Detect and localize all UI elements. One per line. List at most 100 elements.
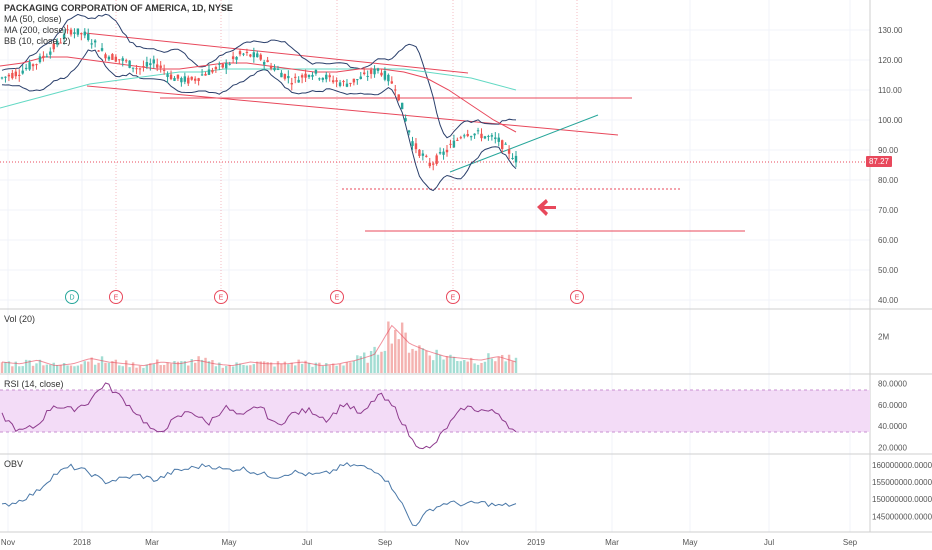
candle-body: [394, 89, 397, 91]
candle-body: [18, 74, 21, 76]
candle-body: [418, 149, 421, 156]
candle-body: [200, 74, 204, 76]
volume-bar: [369, 350, 373, 373]
volume-bar: [356, 355, 359, 373]
candle-body: [190, 76, 193, 80]
candle-body: [21, 70, 24, 74]
volume-bar: [49, 364, 52, 373]
event-label: E: [219, 295, 224, 302]
volume-bar: [387, 321, 390, 373]
volume-bar: [311, 366, 314, 373]
price-tick-label: 70.00: [878, 206, 899, 215]
candle-body: [211, 69, 214, 73]
candle-body: [314, 69, 318, 74]
candle-body: [359, 76, 362, 80]
candle-body: [214, 67, 218, 70]
volume-bar: [318, 362, 321, 373]
volume-bar: [404, 332, 407, 373]
candle-body: [376, 68, 380, 71]
candle-body: [218, 63, 221, 65]
volume-bar: [252, 364, 256, 373]
event-label: E: [114, 295, 119, 302]
volume-bar: [380, 351, 383, 373]
volume-bar: [469, 357, 473, 373]
volume-bar: [183, 361, 187, 373]
volume-bar: [173, 361, 176, 373]
event-marker[interactable]: [446, 290, 460, 304]
volume-bar: [373, 346, 376, 373]
candle-body: [449, 143, 452, 145]
volume-bar: [507, 354, 511, 373]
volume-bar: [80, 364, 83, 373]
time-tick-label: 2018: [73, 538, 91, 547]
drawings[interactable]: [0, 32, 870, 232]
candle-body: [235, 56, 238, 60]
candle-body: [287, 76, 290, 79]
volume-bar: [249, 365, 252, 373]
candle-body: [507, 149, 511, 154]
event-marker[interactable]: [214, 290, 228, 304]
rsi-tick-label: 60.0000: [878, 401, 907, 410]
candle-body: [428, 162, 431, 167]
chart-legend[interactable]: PACKAGING CORPORATION OF AMERICA, 1D, NY…: [4, 3, 233, 47]
volume-bar: [338, 363, 342, 373]
legend-ma200[interactable]: MA (200, close): [4, 25, 67, 35]
candle-body: [169, 74, 173, 80]
candle-body: [514, 155, 518, 163]
candle-body: [373, 68, 376, 75]
time-tick-label: Nov: [1, 538, 15, 547]
volume-bar: [335, 365, 338, 373]
volume-bar: [352, 361, 356, 373]
event-marker[interactable]: [109, 290, 123, 304]
volume-bar: [331, 363, 335, 373]
legend-bb[interactable]: BB (10, close, 2): [4, 36, 71, 46]
rsi-pane-label[interactable]: RSI (14, close): [4, 379, 64, 389]
volume-bar: [418, 345, 421, 373]
trendline-upper[interactable]: [84, 32, 469, 74]
candle-body: [487, 135, 490, 137]
candle-body: [452, 140, 456, 148]
ma200-line: [0, 68, 517, 109]
candle-body: [180, 77, 183, 83]
time-axis[interactable]: Nov 2018 Mar May Jul Sep Nov 2019 Mar May Jul Sep: [1, 538, 858, 547]
volume-bar: [14, 361, 17, 373]
volume-bar: [187, 365, 190, 373]
event-marker[interactable]: [65, 290, 79, 304]
volume-bar: [283, 361, 287, 373]
volume-bar: [297, 359, 300, 373]
time-tick-label: Jul: [302, 538, 312, 547]
volume-bar: [511, 361, 514, 373]
volume-bar: [24, 359, 28, 373]
candle-body: [114, 56, 118, 62]
volume-bar: [490, 358, 494, 373]
volume-ma-line: [1, 324, 517, 367]
volume-bar: [149, 363, 152, 373]
trendline-lower[interactable]: [86, 85, 619, 136]
horizontal-gridlines: [0, 29, 870, 301]
arrow-left-icon[interactable]: [537, 199, 556, 216]
rsi-band: [0, 390, 870, 432]
candle-body: [456, 139, 459, 141]
price-axis[interactable]: 130.00 120.00 110.00 100.00 90.00 80.00 70.00 6…: [878, 26, 903, 305]
volume-bar: [193, 362, 197, 373]
obv-pane-label[interactable]: OBV: [4, 459, 24, 469]
volume-bar: [242, 364, 245, 373]
candle-body: [469, 136, 473, 138]
volume-bar: [38, 359, 42, 373]
volume-bar: [342, 365, 345, 373]
obv-tick-label: 160000000.0000: [872, 461, 932, 470]
volume-bar: [245, 365, 249, 373]
candle-body: [111, 54, 114, 60]
ma50-line: [0, 56, 517, 133]
candle-body: [425, 155, 428, 157]
event-marker[interactable]: [330, 290, 344, 304]
volume-pane-label[interactable]: Vol (20): [4, 314, 36, 324]
legend-ma50[interactable]: MA (50, close): [4, 14, 62, 24]
candle-body: [231, 56, 235, 60]
obv-tick-label: 145000000.0000: [872, 512, 932, 521]
event-marker[interactable]: [570, 290, 584, 304]
candle-body: [490, 135, 494, 137]
